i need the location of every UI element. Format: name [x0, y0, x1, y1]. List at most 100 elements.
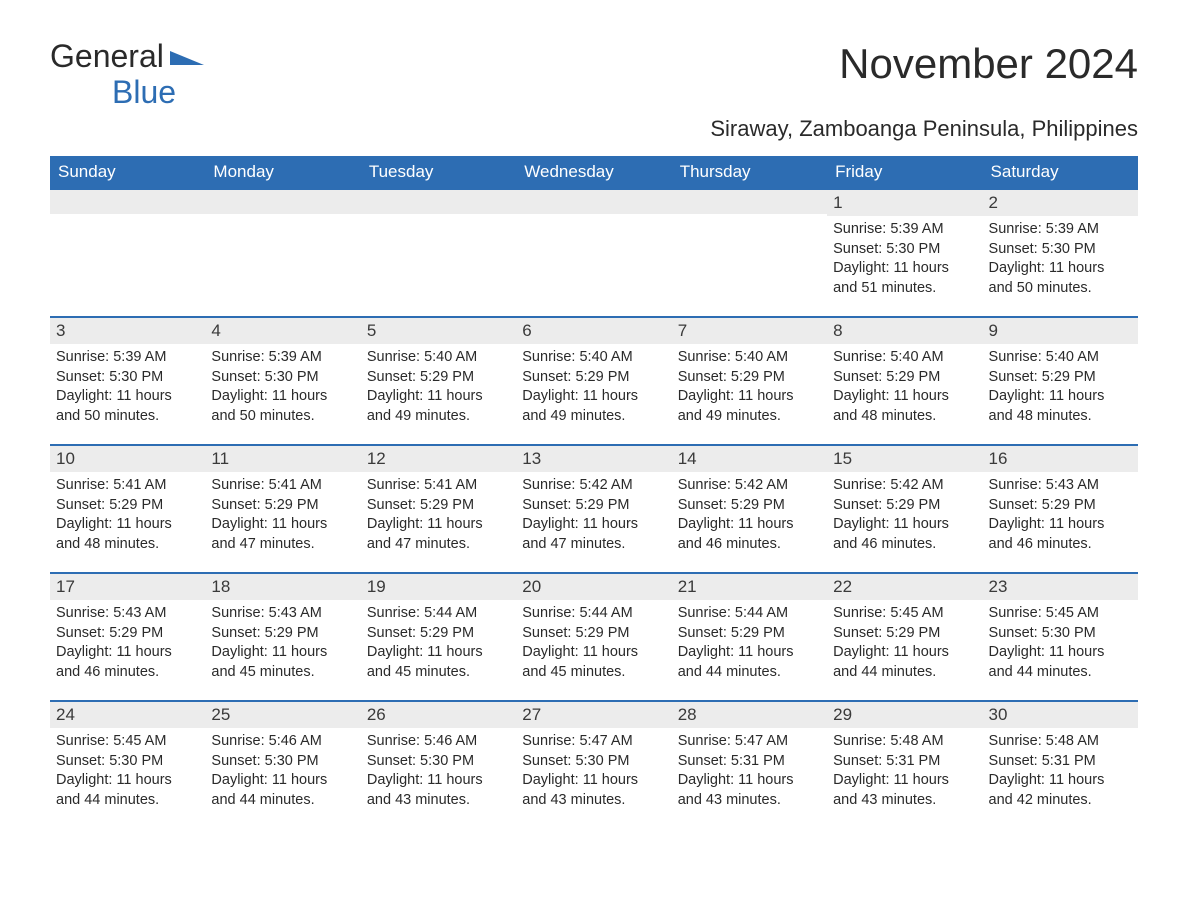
calendar-day-cell: 29Sunrise: 5:48 AMSunset: 5:31 PMDayligh…	[827, 700, 982, 828]
empty-day-bar	[361, 188, 516, 214]
calendar-day-cell: 1Sunrise: 5:39 AMSunset: 5:30 PMDaylight…	[827, 188, 982, 316]
day-details: Sunrise: 5:44 AMSunset: 5:29 PMDaylight:…	[672, 600, 827, 688]
day-number: 17	[50, 572, 205, 600]
day-details: Sunrise: 5:42 AMSunset: 5:29 PMDaylight:…	[516, 472, 671, 560]
calendar-day-cell: 27Sunrise: 5:47 AMSunset: 5:30 PMDayligh…	[516, 700, 671, 828]
day-number: 9	[983, 316, 1138, 344]
day-number: 12	[361, 444, 516, 472]
weekday-header-row: SundayMondayTuesdayWednesdayThursdayFrid…	[50, 156, 1138, 188]
calendar-day-cell: 19Sunrise: 5:44 AMSunset: 5:29 PMDayligh…	[361, 572, 516, 700]
day-details: Sunrise: 5:44 AMSunset: 5:29 PMDaylight:…	[516, 600, 671, 688]
location-subtitle: Siraway, Zamboanga Peninsula, Philippine…	[50, 116, 1138, 142]
day-details: Sunrise: 5:42 AMSunset: 5:29 PMDaylight:…	[672, 472, 827, 560]
day-number: 21	[672, 572, 827, 600]
logo-text-1: General	[50, 38, 164, 74]
day-details: Sunrise: 5:40 AMSunset: 5:29 PMDaylight:…	[516, 344, 671, 432]
calendar-day-cell: 15Sunrise: 5:42 AMSunset: 5:29 PMDayligh…	[827, 444, 982, 572]
day-number: 6	[516, 316, 671, 344]
day-number: 16	[983, 444, 1138, 472]
day-details: Sunrise: 5:44 AMSunset: 5:29 PMDaylight:…	[361, 600, 516, 688]
empty-day-bar	[50, 188, 205, 214]
weekday-header: Thursday	[672, 156, 827, 188]
calendar-day-cell: 13Sunrise: 5:42 AMSunset: 5:29 PMDayligh…	[516, 444, 671, 572]
day-number: 18	[205, 572, 360, 600]
calendar-day-cell: 11Sunrise: 5:41 AMSunset: 5:29 PMDayligh…	[205, 444, 360, 572]
day-number: 7	[672, 316, 827, 344]
calendar-day-cell: 28Sunrise: 5:47 AMSunset: 5:31 PMDayligh…	[672, 700, 827, 828]
calendar-day-cell: 16Sunrise: 5:43 AMSunset: 5:29 PMDayligh…	[983, 444, 1138, 572]
calendar-day-cell: 4Sunrise: 5:39 AMSunset: 5:30 PMDaylight…	[205, 316, 360, 444]
logo-text-2: Blue	[112, 74, 176, 110]
calendar-day-cell: 26Sunrise: 5:46 AMSunset: 5:30 PMDayligh…	[361, 700, 516, 828]
day-number: 15	[827, 444, 982, 472]
day-number: 4	[205, 316, 360, 344]
calendar-empty-cell	[205, 188, 360, 316]
day-number: 1	[827, 188, 982, 216]
day-details: Sunrise: 5:42 AMSunset: 5:29 PMDaylight:…	[827, 472, 982, 560]
logo-flag-icon	[170, 40, 204, 72]
logo: General Blue	[50, 40, 204, 108]
day-number: 14	[672, 444, 827, 472]
calendar-day-cell: 17Sunrise: 5:43 AMSunset: 5:29 PMDayligh…	[50, 572, 205, 700]
day-details: Sunrise: 5:39 AMSunset: 5:30 PMDaylight:…	[205, 344, 360, 432]
day-number: 5	[361, 316, 516, 344]
day-details: Sunrise: 5:43 AMSunset: 5:29 PMDaylight:…	[983, 472, 1138, 560]
weekday-header: Tuesday	[361, 156, 516, 188]
weekday-header: Wednesday	[516, 156, 671, 188]
calendar-day-cell: 3Sunrise: 5:39 AMSunset: 5:30 PMDaylight…	[50, 316, 205, 444]
weekday-header: Sunday	[50, 156, 205, 188]
calendar-day-cell: 30Sunrise: 5:48 AMSunset: 5:31 PMDayligh…	[983, 700, 1138, 828]
day-details: Sunrise: 5:45 AMSunset: 5:30 PMDaylight:…	[983, 600, 1138, 688]
day-number: 30	[983, 700, 1138, 728]
calendar-day-cell: 18Sunrise: 5:43 AMSunset: 5:29 PMDayligh…	[205, 572, 360, 700]
calendar-day-cell: 10Sunrise: 5:41 AMSunset: 5:29 PMDayligh…	[50, 444, 205, 572]
day-number: 3	[50, 316, 205, 344]
weekday-header: Friday	[827, 156, 982, 188]
day-details: Sunrise: 5:39 AMSunset: 5:30 PMDaylight:…	[50, 344, 205, 432]
day-number: 13	[516, 444, 671, 472]
day-number: 29	[827, 700, 982, 728]
day-number: 27	[516, 700, 671, 728]
calendar-empty-cell	[50, 188, 205, 316]
day-details: Sunrise: 5:43 AMSunset: 5:29 PMDaylight:…	[50, 600, 205, 688]
calendar-day-cell: 12Sunrise: 5:41 AMSunset: 5:29 PMDayligh…	[361, 444, 516, 572]
empty-day-bar	[516, 188, 671, 214]
day-details: Sunrise: 5:41 AMSunset: 5:29 PMDaylight:…	[50, 472, 205, 560]
day-details: Sunrise: 5:40 AMSunset: 5:29 PMDaylight:…	[361, 344, 516, 432]
empty-day-bar	[205, 188, 360, 214]
day-details: Sunrise: 5:46 AMSunset: 5:30 PMDaylight:…	[361, 728, 516, 816]
day-number: 23	[983, 572, 1138, 600]
day-details: Sunrise: 5:43 AMSunset: 5:29 PMDaylight:…	[205, 600, 360, 688]
page-title: November 2024	[839, 40, 1138, 88]
day-number: 20	[516, 572, 671, 600]
day-details: Sunrise: 5:45 AMSunset: 5:30 PMDaylight:…	[50, 728, 205, 816]
day-details: Sunrise: 5:40 AMSunset: 5:29 PMDaylight:…	[827, 344, 982, 432]
day-number: 24	[50, 700, 205, 728]
day-details: Sunrise: 5:40 AMSunset: 5:29 PMDaylight:…	[983, 344, 1138, 432]
day-details: Sunrise: 5:48 AMSunset: 5:31 PMDaylight:…	[827, 728, 982, 816]
day-number: 28	[672, 700, 827, 728]
calendar-empty-cell	[672, 188, 827, 316]
calendar-table: SundayMondayTuesdayWednesdayThursdayFrid…	[50, 156, 1138, 828]
calendar-day-cell: 23Sunrise: 5:45 AMSunset: 5:30 PMDayligh…	[983, 572, 1138, 700]
day-details: Sunrise: 5:47 AMSunset: 5:31 PMDaylight:…	[672, 728, 827, 816]
calendar-day-cell: 22Sunrise: 5:45 AMSunset: 5:29 PMDayligh…	[827, 572, 982, 700]
empty-day-bar	[672, 188, 827, 214]
day-number: 8	[827, 316, 982, 344]
day-number: 25	[205, 700, 360, 728]
calendar-empty-cell	[516, 188, 671, 316]
day-details: Sunrise: 5:48 AMSunset: 5:31 PMDaylight:…	[983, 728, 1138, 816]
day-details: Sunrise: 5:45 AMSunset: 5:29 PMDaylight:…	[827, 600, 982, 688]
calendar-day-cell: 24Sunrise: 5:45 AMSunset: 5:30 PMDayligh…	[50, 700, 205, 828]
weekday-header: Saturday	[983, 156, 1138, 188]
day-number: 19	[361, 572, 516, 600]
calendar-day-cell: 14Sunrise: 5:42 AMSunset: 5:29 PMDayligh…	[672, 444, 827, 572]
day-details: Sunrise: 5:39 AMSunset: 5:30 PMDaylight:…	[827, 216, 982, 304]
day-number: 26	[361, 700, 516, 728]
day-details: Sunrise: 5:40 AMSunset: 5:29 PMDaylight:…	[672, 344, 827, 432]
day-number: 2	[983, 188, 1138, 216]
calendar-day-cell: 5Sunrise: 5:40 AMSunset: 5:29 PMDaylight…	[361, 316, 516, 444]
calendar-empty-cell	[361, 188, 516, 316]
calendar-day-cell: 6Sunrise: 5:40 AMSunset: 5:29 PMDaylight…	[516, 316, 671, 444]
calendar-body: 1Sunrise: 5:39 AMSunset: 5:30 PMDaylight…	[50, 188, 1138, 828]
